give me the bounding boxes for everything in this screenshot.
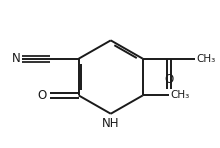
Text: O: O [37, 89, 47, 102]
Text: CH₃: CH₃ [170, 90, 190, 100]
Text: N: N [12, 52, 20, 65]
Text: NH: NH [102, 117, 119, 130]
Text: CH₃: CH₃ [196, 54, 216, 64]
Text: O: O [164, 73, 173, 86]
